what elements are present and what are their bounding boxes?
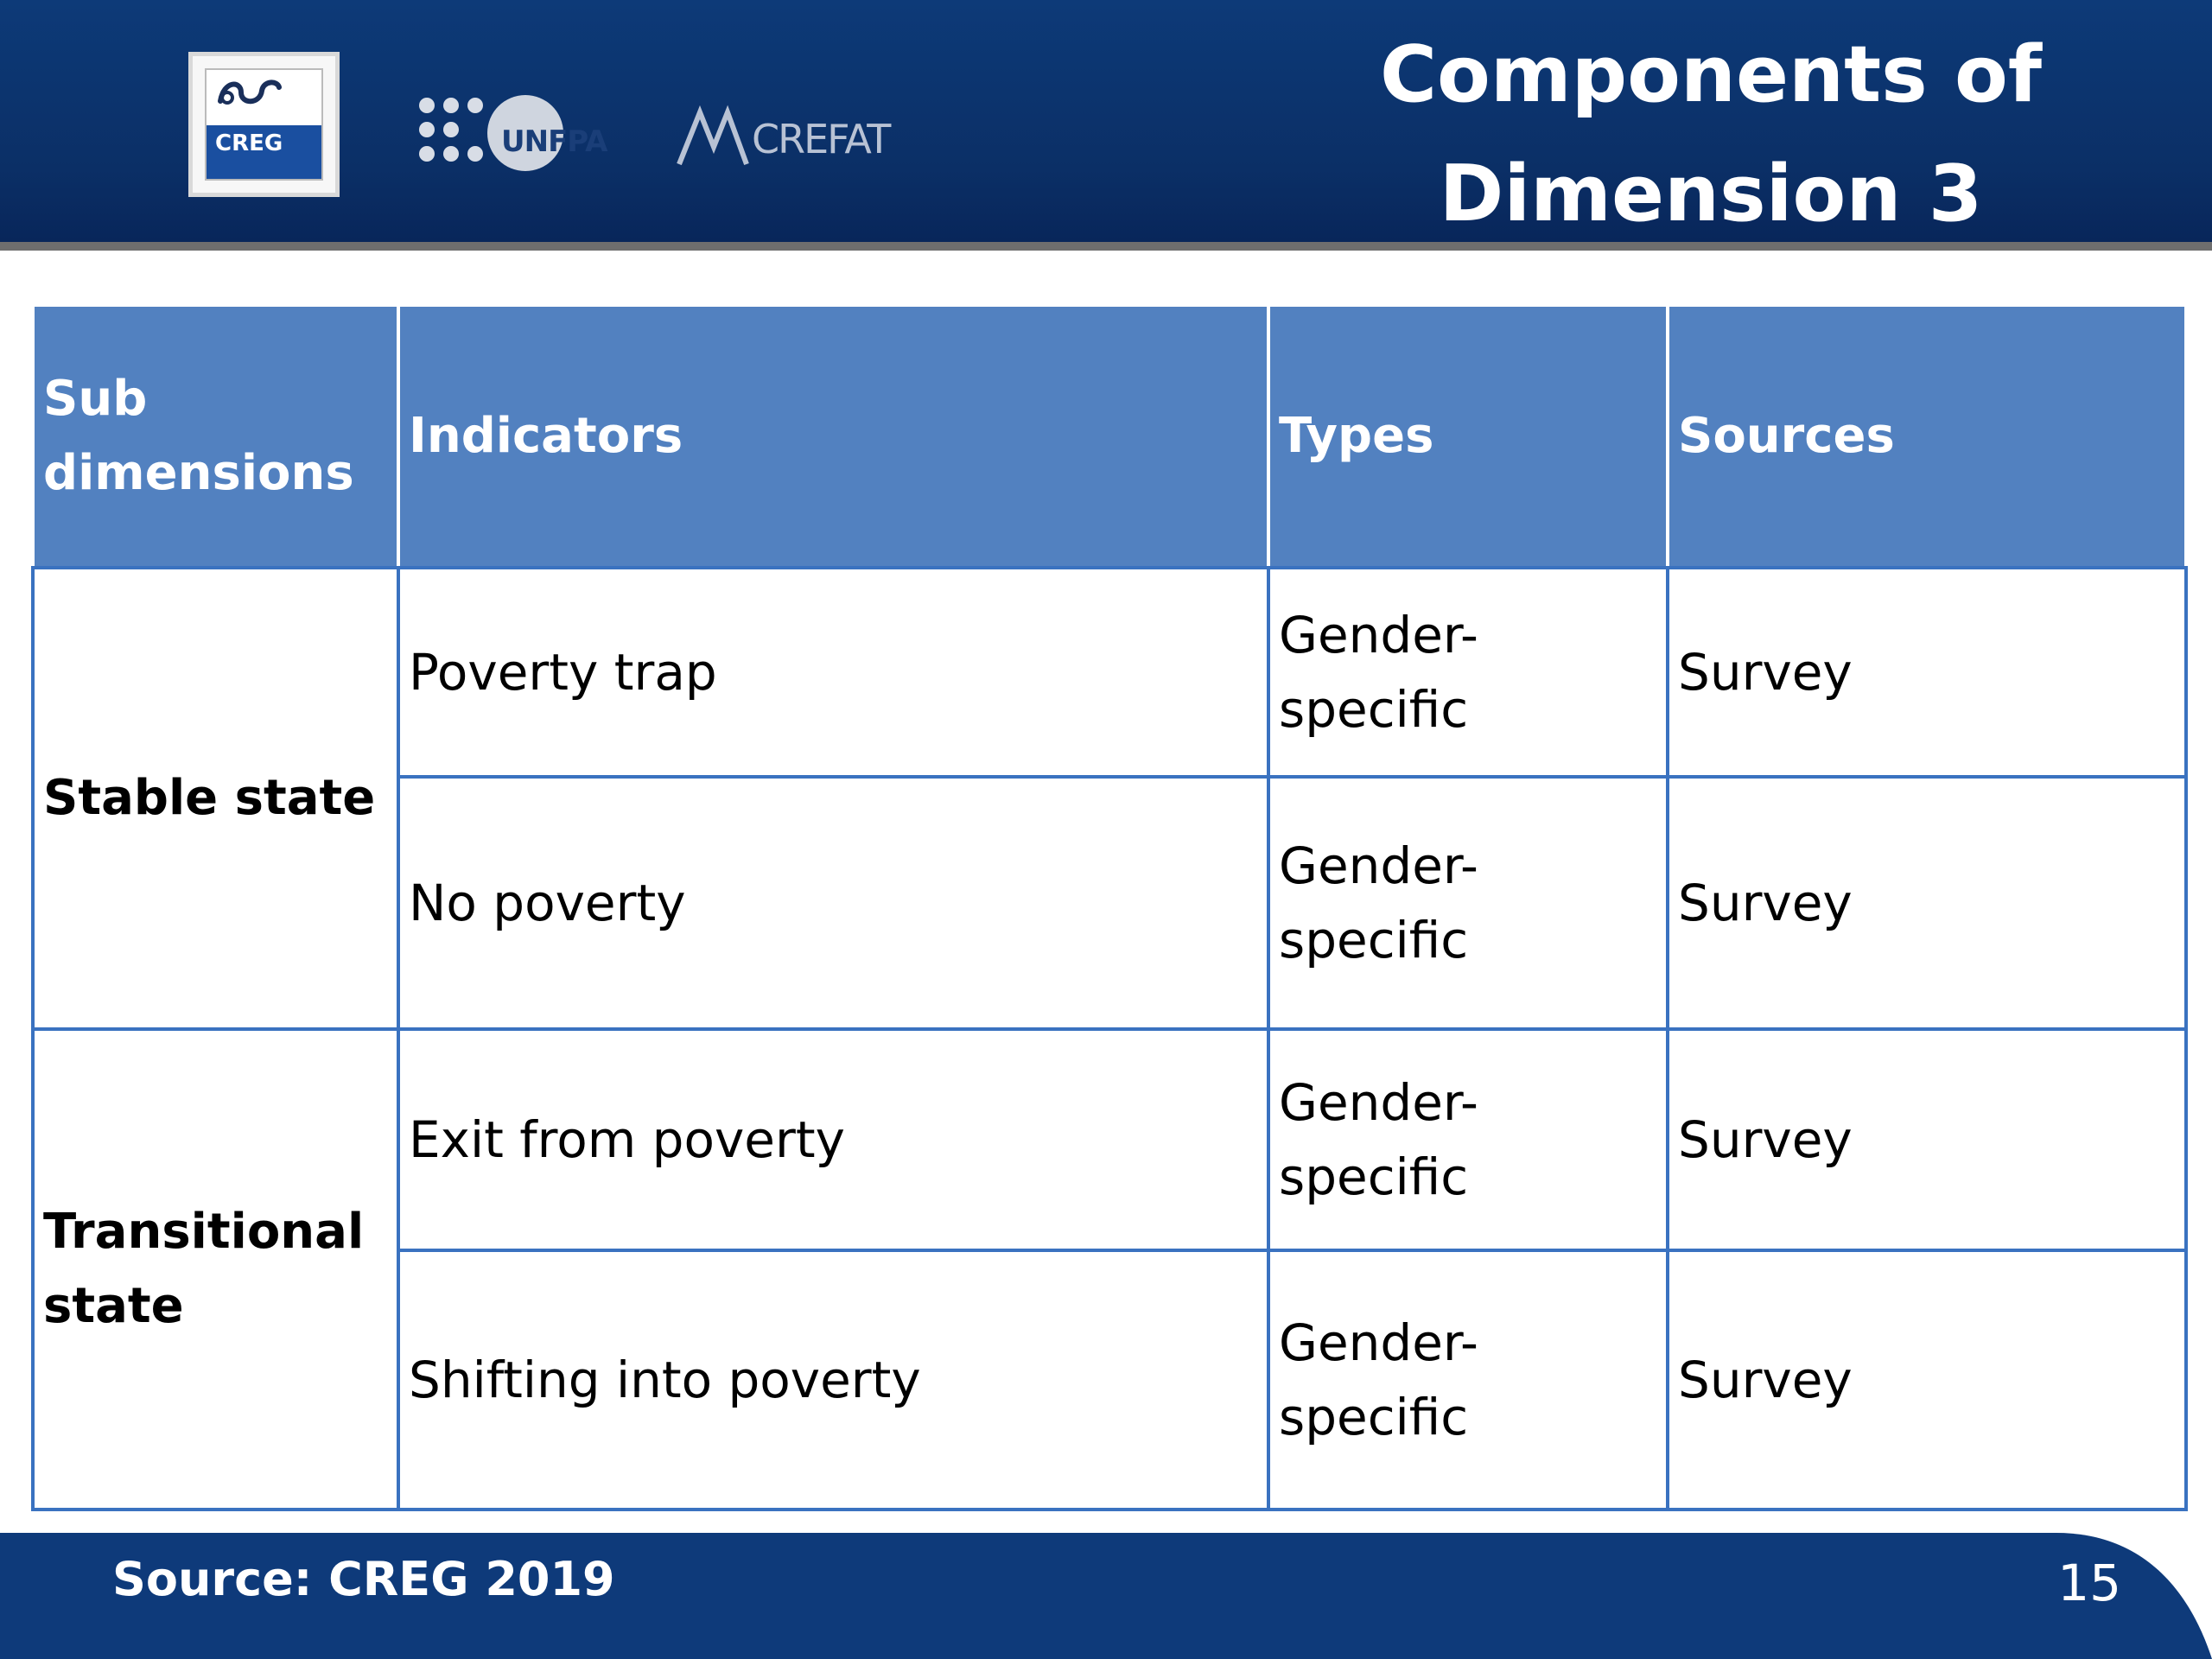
slide-title: Components of Dimension 3 bbox=[1262, 16, 2160, 254]
source-cell: Survey bbox=[1666, 1249, 2188, 1511]
header-sub-dimensions: Sub dimensions bbox=[31, 303, 400, 569]
crefat-logo: CREFAT bbox=[674, 104, 891, 176]
type-cell: Gender-specific bbox=[1267, 566, 1669, 779]
creg-swirl-icon bbox=[218, 79, 282, 105]
header-types: Types bbox=[1267, 303, 1669, 569]
unfpa-logo-text: UNFPA bbox=[501, 124, 607, 159]
table-row: No poverty Gender-specific Survey bbox=[33, 775, 2188, 1031]
sub-dimension-cell: Transitional state bbox=[31, 1027, 400, 1511]
source-cell: Survey bbox=[1666, 775, 2188, 1031]
source-cell: Survey bbox=[1666, 566, 2188, 779]
sub-dimension-cell: Stable state bbox=[31, 566, 400, 1031]
unfpa-logo: UNFPA bbox=[415, 93, 607, 183]
slide-header: CREG UNFPA CREFAT Components of Dimensio… bbox=[0, 0, 2212, 251]
table-row: Shifting into poverty Gender-specific Su… bbox=[33, 1249, 2188, 1511]
indicator-cell: Shifting into poverty bbox=[397, 1249, 1270, 1511]
source-cell: Survey bbox=[1666, 1027, 2188, 1252]
indicator-cell: No poverty bbox=[397, 775, 1270, 1031]
unfpa-dots-icon bbox=[419, 95, 563, 171]
page-number: 15 bbox=[2057, 1554, 2121, 1612]
components-table: Sub dimensions Indicators Types Sources … bbox=[31, 303, 2188, 1511]
table-row: Transitional state Exit from poverty Gen… bbox=[31, 1027, 2188, 1511]
crefat-emblem-icon bbox=[677, 105, 749, 166]
crefat-logo-text: CREFAT bbox=[752, 116, 891, 162]
type-cell: Gender-specific bbox=[1267, 1027, 1669, 1252]
type-cell: Gender-specific bbox=[1267, 775, 1669, 1031]
creg-logo: CREG bbox=[188, 52, 340, 197]
header-indicators: Indicators bbox=[397, 303, 1270, 569]
type-cell: Gender-specific bbox=[1267, 1249, 1669, 1511]
table-row: Stable state Poverty trap Gender-specifi… bbox=[31, 566, 2188, 1031]
table-header-row: Sub dimensions Indicators Types Sources bbox=[31, 303, 2188, 569]
slide-footer bbox=[0, 1533, 2212, 1659]
header-sources: Sources bbox=[1666, 303, 2188, 569]
indicator-cell: Exit from poverty bbox=[397, 1027, 1270, 1252]
indicator-cell: Poverty trap bbox=[397, 566, 1270, 779]
creg-logo-text: CREG bbox=[215, 130, 283, 156]
source-citation: Source: CREG 2019 bbox=[112, 1552, 615, 1606]
slide-title-line-1: Components of bbox=[1379, 29, 2042, 120]
slide-title-line-2: Dimension 3 bbox=[1439, 149, 1983, 239]
